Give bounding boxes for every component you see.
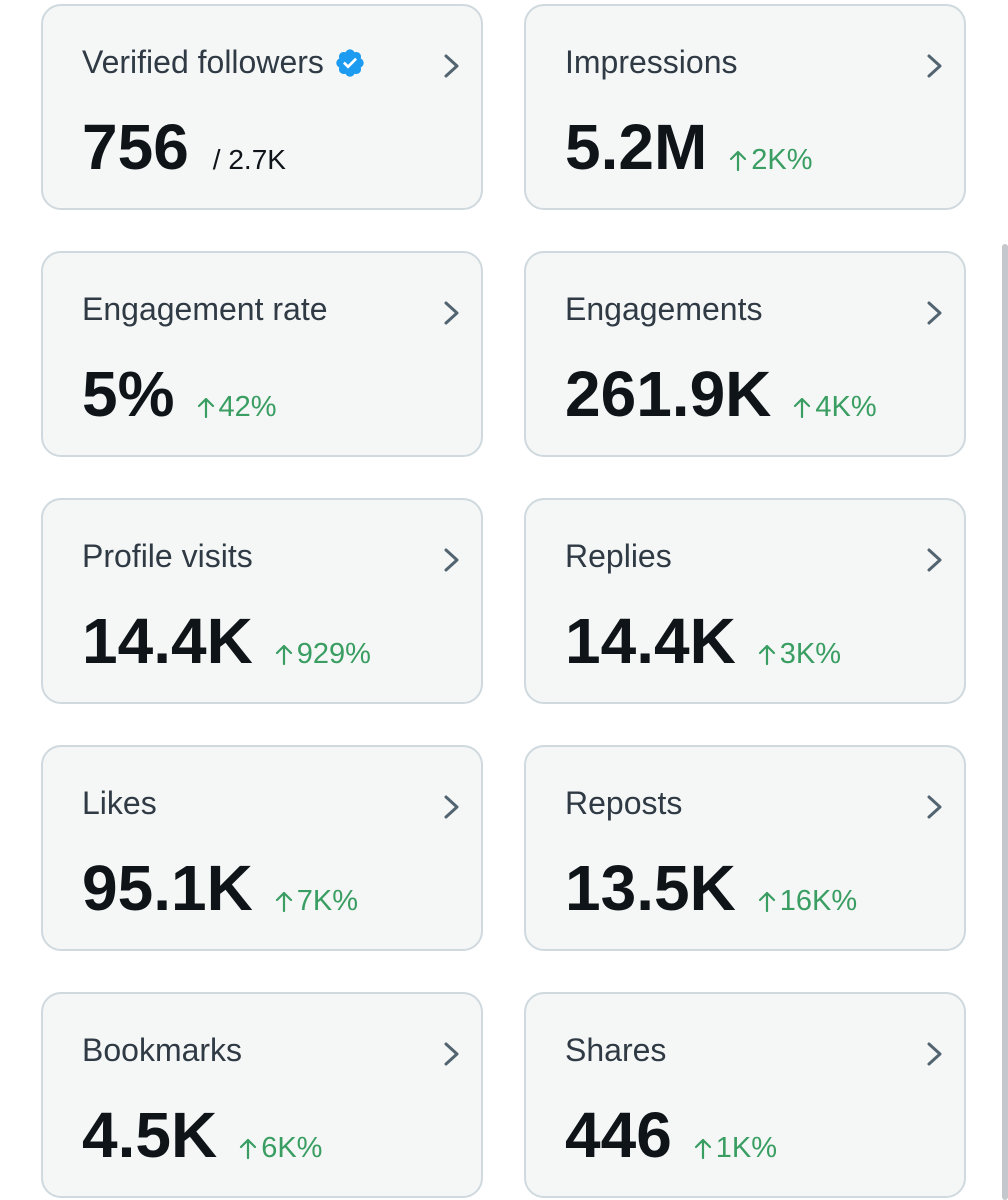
card-change-value: 2K%: [751, 144, 813, 176]
card-reposts[interactable]: Reposts 13.5K 16K%: [524, 745, 966, 951]
chevron-right-icon: [444, 54, 459, 78]
card-change-value: 929%: [296, 638, 371, 670]
card-value-row: 13.5K 16K%: [565, 851, 857, 925]
card-change: 3K%: [758, 638, 841, 671]
chevron-right-icon: [927, 54, 942, 78]
card-title: Engagements: [565, 291, 763, 327]
chevron-right-icon: [927, 1042, 942, 1066]
card-title: Engagement rate: [82, 291, 328, 327]
card-bookmarks[interactable]: Bookmarks 4.5K 6K%: [41, 992, 483, 1198]
chevron-right-icon: [444, 795, 459, 819]
card-value: 14.4K: [82, 605, 253, 677]
chevron-right-icon: [444, 301, 459, 325]
card-engagements[interactable]: Engagements 261.9K 4K%: [524, 251, 966, 457]
card-value-row: 5% 42%: [82, 357, 277, 431]
card-shares[interactable]: Shares 446 1K%: [524, 992, 966, 1198]
card-change-value: 1K%: [715, 1132, 778, 1164]
card-change: 4K%: [793, 391, 877, 424]
card-change-value: 7K%: [296, 885, 359, 917]
card-change: 929%: [275, 638, 371, 671]
card-value-row: 5.2M 2K%: [565, 110, 813, 184]
chevron-right-icon: [444, 1042, 459, 1066]
card-value: 261.9K: [565, 358, 772, 430]
verified-badge-icon: [336, 48, 364, 77]
arrow-up-icon: [758, 891, 775, 912]
arrow-up-icon: [275, 644, 292, 665]
arrow-up-icon: [240, 1138, 257, 1159]
card-value: 4.5K: [82, 1099, 218, 1171]
chevron-right-icon: [927, 301, 942, 325]
card-value-row: 95.1K 7K%: [82, 851, 358, 925]
arrow-up-icon: [794, 397, 811, 418]
card-change: 2K%: [729, 144, 813, 177]
chevron-right-icon: [927, 795, 942, 819]
card-impressions[interactable]: Impressions 5.2M 2K%: [524, 4, 966, 210]
card-verified-followers[interactable]: Verified followers 756 / 2.7K: [41, 4, 483, 210]
card-value: 5.2M: [565, 111, 708, 183]
card-title: Impressions: [565, 44, 738, 80]
card-value: 13.5K: [565, 852, 736, 924]
card-value-row: 14.4K 929%: [82, 604, 371, 678]
card-value-row: 446 1K%: [565, 1098, 777, 1172]
arrow-up-icon: [197, 397, 214, 418]
arrow-up-icon: [730, 150, 747, 171]
card-title-wrap: Verified followers: [82, 44, 366, 81]
card-change: 1K%: [694, 1132, 777, 1165]
card-sub-value: / 2.7K: [212, 144, 286, 175]
card-change: 7K%: [275, 885, 358, 918]
card-change-value: 42%: [218, 391, 277, 423]
card-title: Profile visits: [82, 538, 253, 574]
card-likes[interactable]: Likes 95.1K 7K%: [41, 745, 483, 951]
chevron-right-icon: [927, 548, 942, 572]
card-title: Replies: [565, 538, 672, 574]
card-change: 42%: [197, 391, 277, 424]
card-title: Reposts: [565, 785, 683, 821]
arrow-up-icon: [275, 891, 292, 912]
card-title: Verified followers: [82, 44, 324, 80]
scrollbar[interactable]: [1002, 244, 1008, 1200]
card-change-value: 16K%: [779, 885, 858, 917]
card-value: 5%: [82, 358, 175, 430]
card-value-row: 14.4K 3K%: [565, 604, 841, 678]
card-title: Shares: [565, 1032, 667, 1068]
card-change: 6K%: [239, 1132, 322, 1165]
card-change: 16K%: [758, 885, 857, 918]
card-title: Likes: [82, 785, 157, 821]
arrow-up-icon: [694, 1138, 711, 1159]
card-change-value: 3K%: [779, 638, 842, 670]
card-value-row: 4.5K 6K%: [82, 1098, 322, 1172]
arrow-up-icon: [758, 644, 775, 665]
card-value: 14.4K: [565, 605, 736, 677]
card-value-row: 756 / 2.7K: [82, 110, 286, 184]
card-replies[interactable]: Replies 14.4K 3K%: [524, 498, 966, 704]
card-profile-visits[interactable]: Profile visits 14.4K 929%: [41, 498, 483, 704]
card-value: 446: [565, 1099, 672, 1171]
card-engagement-rate[interactable]: Engagement rate 5% 42%: [41, 251, 483, 457]
card-change-value: 6K%: [261, 1132, 323, 1164]
card-title: Bookmarks: [82, 1032, 243, 1068]
card-change-value: 4K%: [815, 391, 877, 423]
chevron-right-icon: [444, 548, 459, 572]
card-value-row: 261.9K 4K%: [565, 357, 877, 431]
card-value: 95.1K: [82, 852, 253, 924]
card-value: 756: [82, 111, 189, 183]
